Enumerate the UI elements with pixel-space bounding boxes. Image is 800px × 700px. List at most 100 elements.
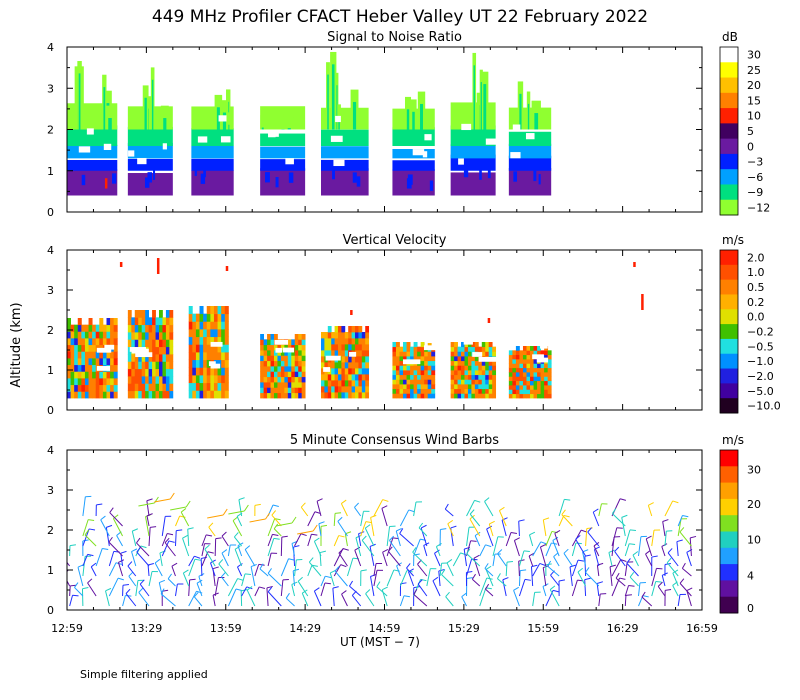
barb-flag: [656, 567, 663, 570]
vv-cell: [221, 390, 226, 399]
vv-cell: [515, 346, 520, 351]
barb-staff: [677, 518, 682, 537]
barb-staff: [313, 541, 322, 557]
barb-flag: [109, 507, 114, 513]
colorbar-frame: [719, 249, 739, 414]
vv-cell: [267, 334, 271, 340]
panels-group: Signal to Noise Ratio01234dB302520151050…: [47, 30, 781, 635]
wind-barb: [370, 573, 377, 597]
barb-staff: [204, 548, 216, 567]
snr-layer: [508, 155, 552, 171]
vv-cell: [74, 351, 79, 359]
vv-cell: [341, 380, 346, 387]
vv-cell: [478, 360, 483, 366]
y-tick-label: 3: [47, 82, 54, 95]
vv-cell: [273, 355, 278, 362]
barb-staff: [413, 501, 417, 517]
vv-cell: [358, 338, 363, 345]
vv-cell: [138, 368, 143, 377]
barb-flag: [194, 558, 201, 561]
barb-staff: [596, 583, 600, 597]
vv-cell: [464, 370, 469, 376]
barb-flag: [629, 543, 636, 546]
barb-staff: [182, 572, 190, 587]
barb-flag: [629, 571, 635, 578]
vv-cell: [420, 370, 425, 376]
vv-cell: [138, 332, 143, 340]
vv-cell: [464, 351, 469, 357]
vv-cell: [152, 310, 156, 318]
wind-barb: [651, 529, 661, 547]
vv-cell: [148, 368, 153, 377]
vv-cell: [217, 367, 222, 376]
barb-flag: [403, 595, 410, 598]
barb-flag: [615, 572, 620, 579]
vv-cell: [152, 368, 156, 377]
barb-staff: [259, 568, 269, 577]
vv-cell: [321, 374, 325, 381]
snr-segment: [260, 106, 306, 196]
barb-staff: [505, 562, 508, 577]
barb-flag: [207, 551, 214, 554]
barb-flag: [582, 549, 589, 553]
vv-cell: [138, 324, 143, 333]
vv-gap: [325, 355, 341, 361]
colorbar-label: 0.5: [747, 281, 765, 294]
snr-gap: [103, 143, 112, 150]
vv-cell: [526, 346, 531, 351]
barb-flag: [686, 587, 693, 591]
vv-cell: [67, 324, 71, 332]
barb-flag: [82, 539, 89, 542]
vv-cell: [417, 393, 422, 399]
wind-barb: [445, 591, 454, 607]
vv-cell: [206, 375, 211, 384]
y-tick-label: 4: [47, 244, 54, 257]
wind-barb: [292, 568, 300, 587]
colorbar-label: 20: [747, 79, 761, 92]
barb-flag: [381, 505, 388, 509]
vv-cell: [287, 360, 292, 367]
vv-cell: [141, 376, 146, 384]
wind-barb: [246, 586, 256, 607]
vv-cell: [301, 366, 306, 372]
snr-gap: [424, 134, 432, 141]
barb-staff: [228, 510, 245, 515]
barb-staff: [545, 531, 553, 547]
vv-cell: [365, 350, 370, 357]
wind-barb: [412, 547, 428, 567]
vv-cell: [277, 387, 282, 394]
snr-gap: [461, 123, 472, 131]
vv-cell: [95, 351, 100, 359]
wind-barb: [686, 587, 693, 607]
barb-staff: [446, 562, 454, 577]
barb-staff: [313, 590, 322, 607]
vv-cell: [221, 352, 226, 361]
vv-cell: [192, 329, 197, 338]
vv-cell: [530, 359, 534, 364]
barb-flag: [497, 549, 503, 555]
vv-cell: [461, 384, 465, 390]
vv-cell: [277, 344, 282, 351]
vv-cell: [327, 326, 332, 333]
vv-cell: [141, 339, 146, 348]
snr-plume-core: [261, 127, 264, 130]
barb-staff: [569, 566, 573, 587]
vv-cell: [294, 334, 299, 340]
colorbar: m/s2.01.00.50.20.0−0.2−0.5−1.0−2.0−5.0−1…: [719, 233, 781, 414]
snr-layer: [191, 170, 234, 196]
wind-barb: [74, 582, 84, 597]
vv-speck: [225, 266, 229, 271]
vv-cell: [165, 332, 170, 340]
vv-cell: [403, 370, 407, 376]
vv-cell: [399, 370, 404, 376]
vv-cell: [148, 346, 153, 355]
barb-staff: [667, 552, 679, 567]
wind-barb: [136, 537, 150, 557]
wind-barb: [466, 548, 481, 567]
barb-staff: [221, 552, 229, 567]
barb-staff: [154, 562, 163, 577]
barb-flag: [267, 568, 272, 574]
barb-staff: [182, 538, 190, 557]
vv-cell: [301, 392, 306, 399]
vv-cell: [508, 350, 513, 356]
